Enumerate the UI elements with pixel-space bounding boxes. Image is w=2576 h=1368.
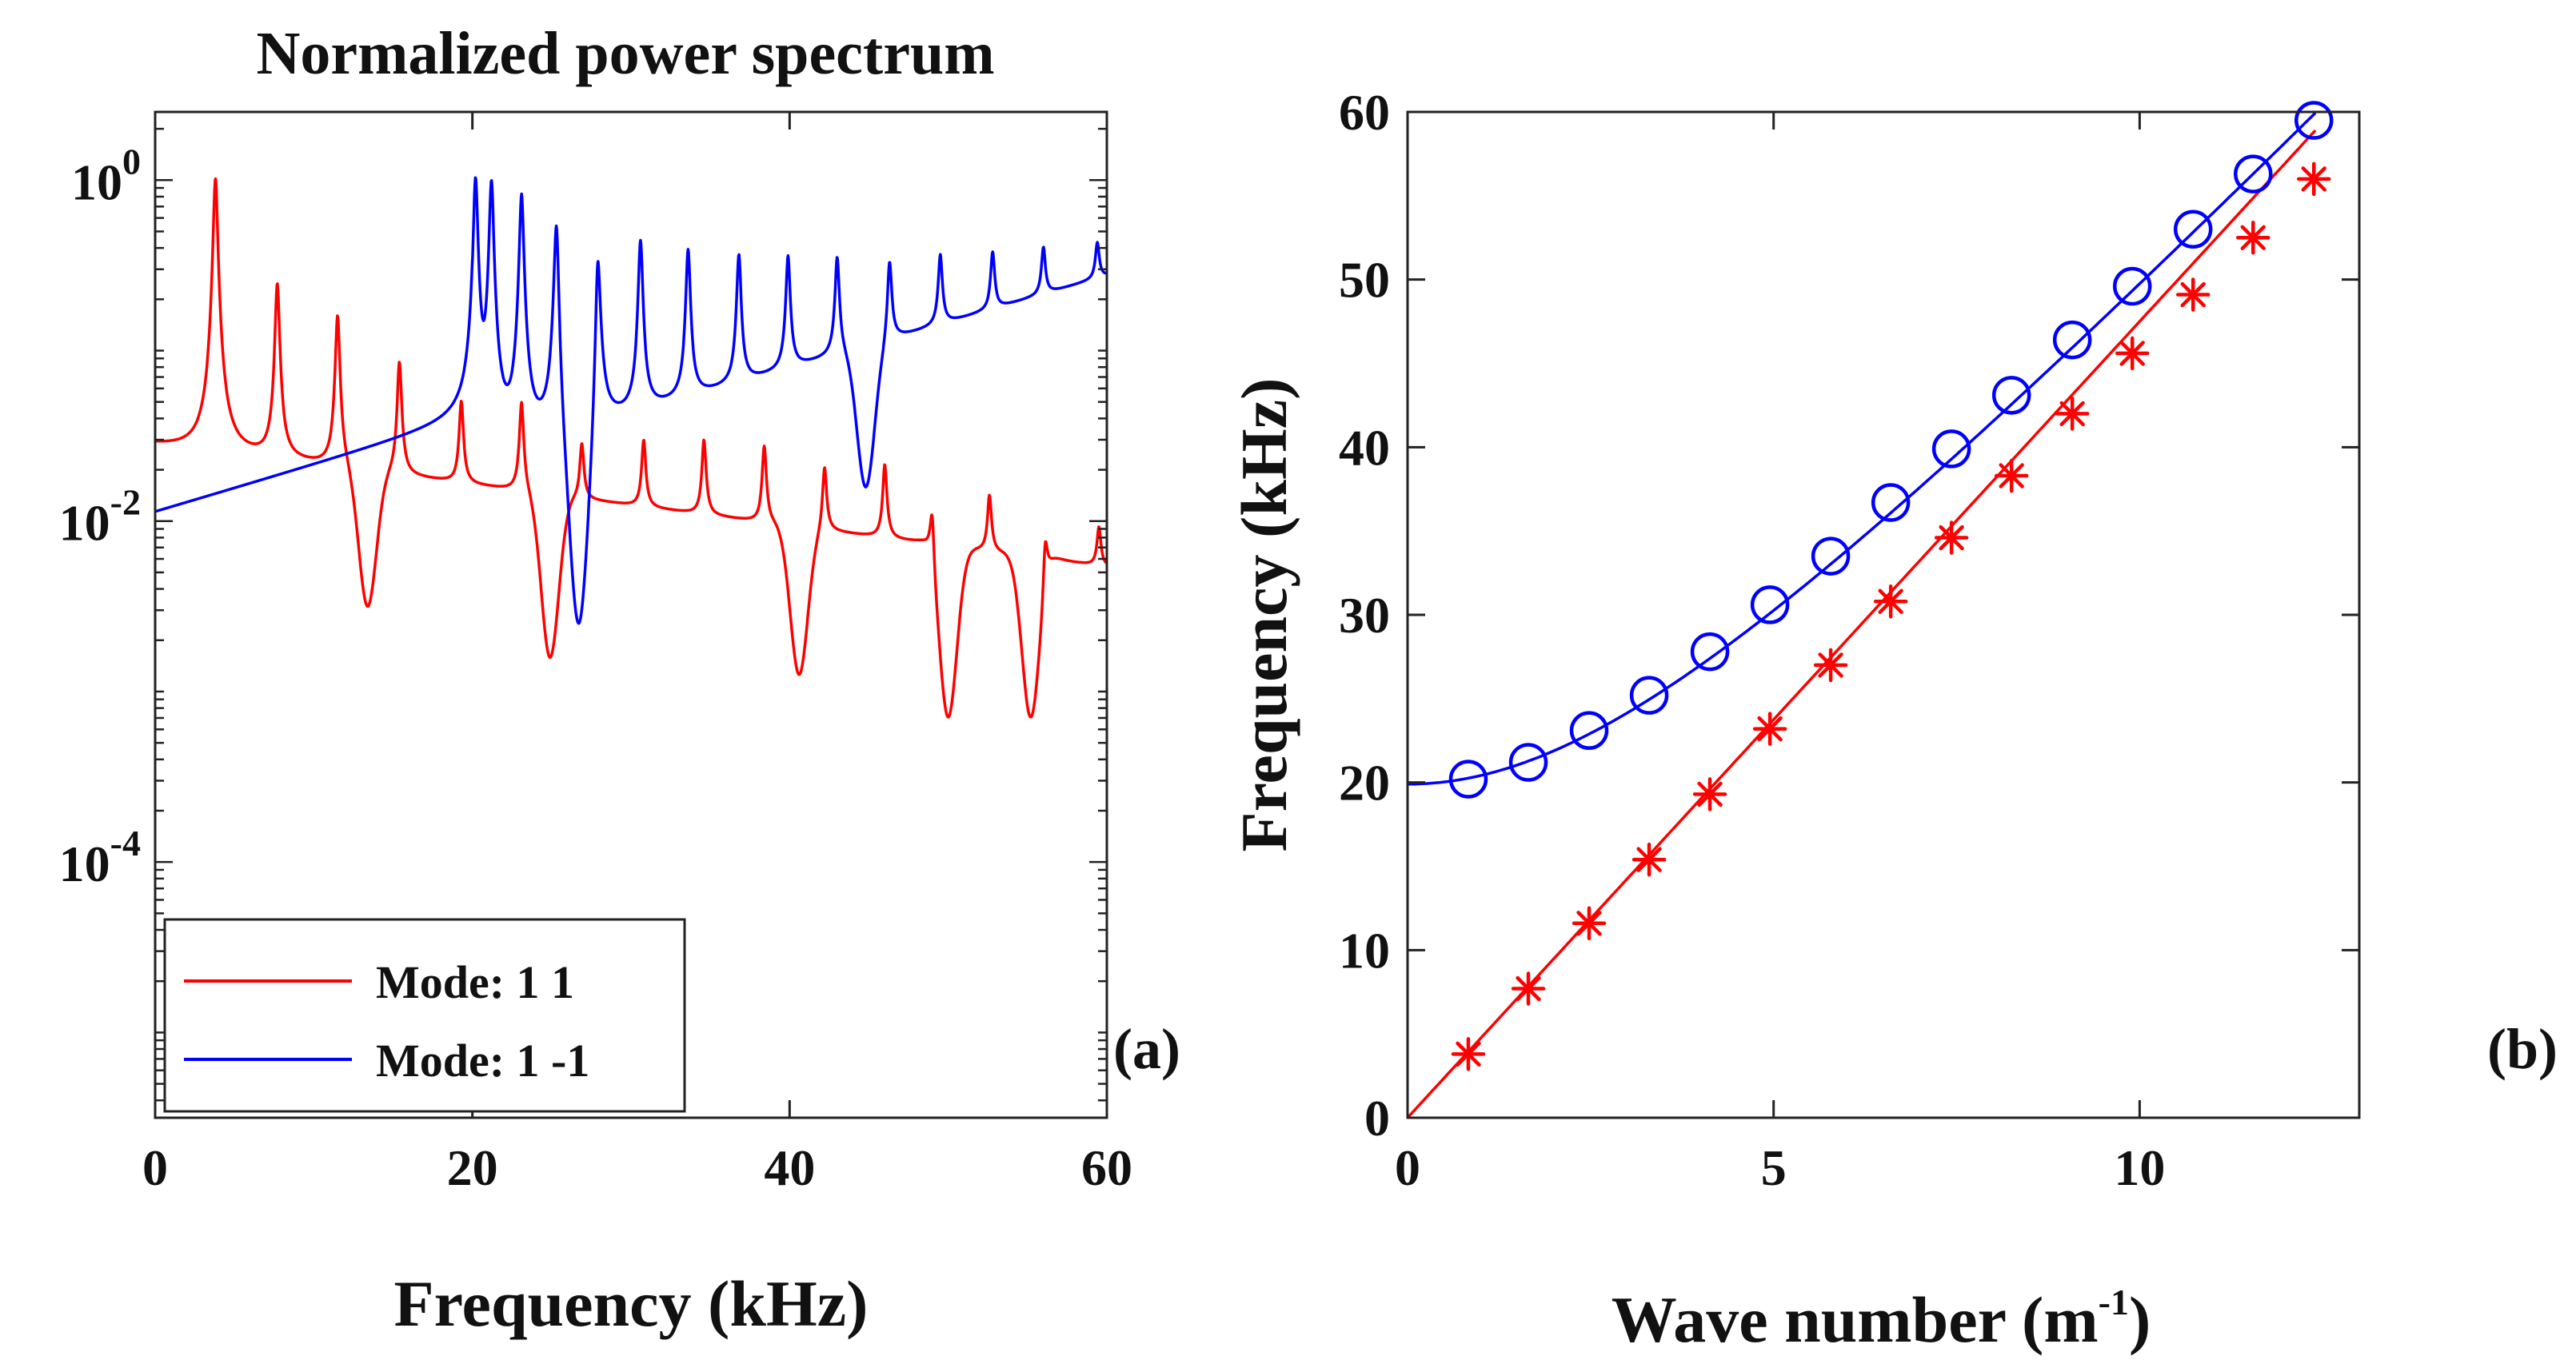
theory-line-mode-1-neg1 (1407, 111, 2317, 786)
legend-box (163, 918, 686, 1113)
data-point-circle (1750, 585, 1790, 624)
data-point-circle (1508, 743, 1548, 782)
panel-b-dispersion: 0 5 10 0 10 20 30 40 50 60 Frequency (kHz) Wave … (1228, 84, 2558, 1356)
y-tick-label: 10-4 (59, 823, 141, 892)
data-point-asterisk (2236, 221, 2270, 255)
y-tick-label: 40 (1339, 419, 1390, 476)
y-tick-label: 50 (1339, 252, 1390, 309)
data-point-circle (2173, 209, 2213, 249)
data-point-circle (2294, 101, 2334, 140)
panel-a-power-spectrum: Normalized power spectrum 0 20 40 60 100 10-… (59, 20, 1180, 1340)
x-label-superscript: -1 (2099, 1282, 2129, 1322)
panel-a-y-ticks: 100 10-2 10-4 (59, 127, 1107, 1102)
panel-b-y-axis-label: Frequency (kHz) (1228, 378, 1300, 852)
y-tick-label: 60 (1339, 84, 1390, 141)
data-point-asterisk (2296, 162, 2331, 197)
x-tick-label: 0 (1395, 1139, 1420, 1196)
panel-a-legend[interactable]: Mode: 1 1 Mode: 1 -1 (163, 918, 686, 1113)
panel-a-axes-box (154, 110, 1108, 1119)
data-point-asterisk (1572, 906, 1607, 941)
panel-a-title: Normalized power spectrum (256, 20, 994, 87)
x-tick-label: 10 (2114, 1139, 2165, 1196)
panel-a-tag: (a) (1113, 1017, 1180, 1081)
spectrum-line-mode-1-neg1 (155, 176, 1107, 625)
spectrum-line-mode-1-1 (155, 177, 1107, 719)
panel-b-tag: (b) (2487, 1017, 2558, 1081)
data-point-circle (2112, 266, 2152, 306)
y-tick-label: 100 (71, 141, 141, 210)
y-tick-label: 20 (1339, 755, 1390, 812)
y-tick-label: 0 (1364, 1090, 1390, 1147)
data-point-asterisk (1631, 842, 1667, 877)
x-tick-label: 5 (1761, 1139, 1787, 1196)
data-point-circle (1871, 483, 1911, 522)
panel-b-x-axis-label: Wave number (m-1) (1611, 1282, 2151, 1356)
panel-a-x-ticks: 0 20 40 60 (142, 112, 1132, 1196)
panel-b-curves (1406, 101, 2334, 1119)
data-point-asterisk (1511, 971, 1546, 1006)
data-point-asterisk (1451, 1037, 1486, 1071)
data-point-asterisk (2115, 336, 2150, 371)
y-tick-label: 10-2 (59, 482, 141, 552)
data-point-asterisk (1813, 648, 1848, 683)
data-point-circle (1569, 711, 1609, 750)
theory-line-mode-1-1 (1406, 129, 2317, 1119)
x-tick-label: 60 (1081, 1139, 1132, 1196)
x-tick-label: 20 (447, 1139, 498, 1196)
panel-b-y-ticks: 0 10 20 30 40 50 60 (1339, 84, 2359, 1147)
x-tick-label: 40 (764, 1139, 815, 1196)
data-point-circle (2052, 320, 2092, 360)
data-point-circle (1931, 429, 1971, 469)
y-tick-label: 10 (1339, 922, 1390, 979)
panel-b-axes-box (1406, 110, 2361, 1119)
panel-a-curves (155, 176, 1107, 719)
data-point-asterisk (1752, 712, 1787, 746)
legend-label-mode-1-1: Mode: 1 1 (376, 956, 574, 1008)
data-point-circle (1811, 536, 1851, 576)
data-point-asterisk (1692, 777, 1727, 812)
data-point-asterisk (2175, 277, 2211, 312)
data-point-circle (1690, 632, 1730, 672)
panel-b-x-ticks: 0 5 10 (1395, 112, 2165, 1196)
data-point-circle (1448, 760, 1488, 799)
panel-a-x-axis-label: Frequency (kHz) (394, 1267, 869, 1340)
data-point-asterisk (2055, 397, 2090, 431)
data-point-asterisk (1934, 520, 1969, 555)
legend-label-mode-1-neg1: Mode: 1 -1 (376, 1035, 589, 1087)
data-point-asterisk (1994, 458, 2029, 493)
data-point-asterisk (1873, 584, 1908, 619)
data-point-circle (2234, 154, 2273, 193)
y-tick-label: 30 (1339, 587, 1390, 644)
data-point-circle (1991, 376, 2031, 415)
data-point-circle (1629, 676, 1669, 715)
x-tick-label: 0 (142, 1139, 168, 1196)
